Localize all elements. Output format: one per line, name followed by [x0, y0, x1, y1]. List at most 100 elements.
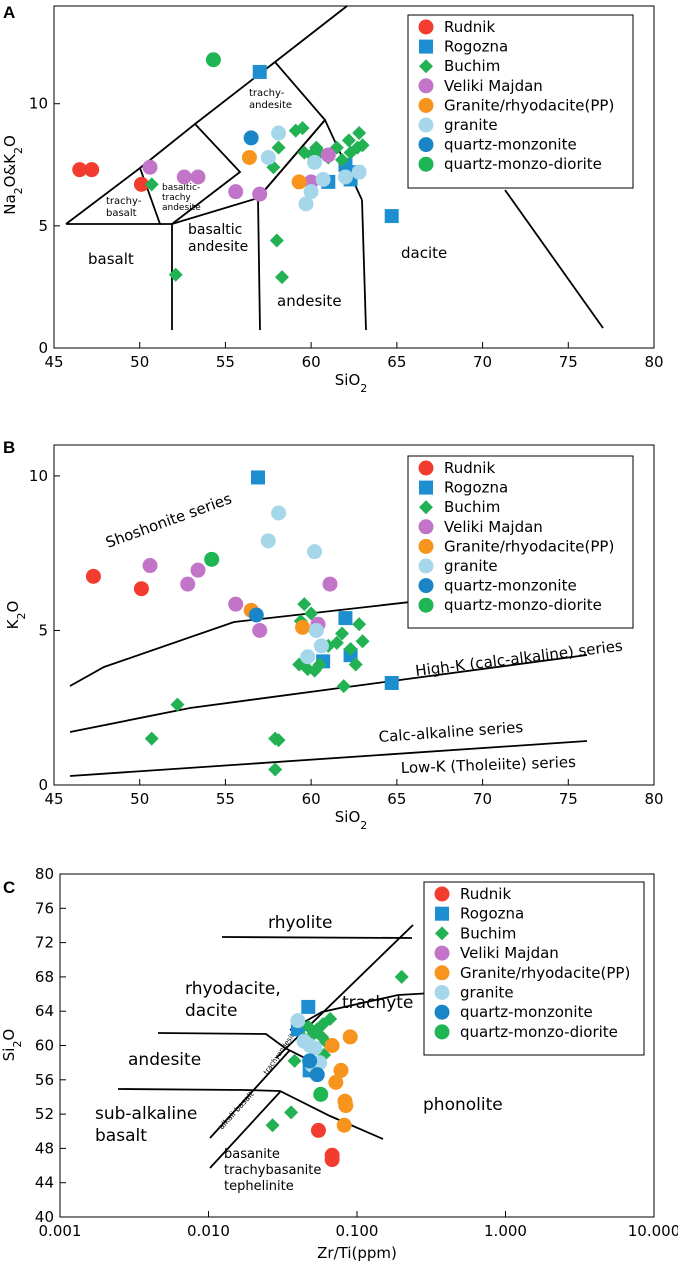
point-buchim: [341, 133, 356, 148]
point-veliki-majdan: [322, 576, 338, 592]
x-tick-label: 10.000: [628, 1222, 678, 1240]
panel-c-boundary: [221, 936, 413, 939]
point-quartz-monzonite: [248, 607, 264, 623]
y-tick-label: 0: [38, 776, 48, 794]
point-buchim: [271, 733, 286, 748]
field-basaltic-trachy-andesite-label: basaltic-trachy andesite: [162, 183, 201, 213]
panel-a-ylabel: Na2O&K2O: [1, 135, 25, 215]
point-granite: [307, 154, 323, 170]
x-tick-label: 65: [387, 790, 406, 808]
point-veliki-majdan: [228, 596, 244, 612]
field-rhyolite-label: rhyolite: [268, 913, 333, 933]
point-veliki-majdan: [252, 622, 268, 638]
point-rogozna: [384, 676, 399, 690]
legend-box: [407, 455, 634, 629]
y-tick-label: 48: [35, 1139, 54, 1157]
panel-c-boundary: [209, 1049, 291, 1139]
panel-b-xlabel: SiO2: [335, 808, 368, 832]
panel-c-zr-ti-chart: C 0.001 0.010 0.100 1.000 10.000 40 44 48 52 56 60…: [0, 865, 678, 1262]
point-granite-rhyodacite-pp: [333, 1062, 349, 1078]
point-rudnik: [72, 162, 88, 178]
point-granite: [300, 649, 316, 665]
y-tick-label: 10: [29, 95, 48, 113]
legend-marker-rudnik: [418, 19, 434, 35]
point-rudnik: [324, 1152, 340, 1168]
point-buchim: [271, 140, 286, 155]
point-buchim: [287, 1053, 302, 1068]
legend-label-quartz-monzonite: quartz-monzonite: [460, 1003, 593, 1021]
field-trachybasalt-label: trachy-basalt: [106, 196, 142, 219]
point-buchim: [168, 267, 183, 282]
point-granite: [315, 171, 331, 187]
point-granite-rhyodacite-pp: [328, 1074, 344, 1090]
legend-label-quartz-monzonite: quartz-monzonite: [444, 136, 577, 154]
legend-label-granite-rhyodacite-pp: Granite/rhyodacite(PP): [460, 964, 630, 982]
field-high-k-label: High-K (calc-alkaline) series: [414, 637, 624, 680]
legend-label-buchim: Buchim: [444, 498, 500, 516]
field-calc-alkaline-label: Calc-alkaline series: [378, 718, 524, 746]
legend-marker-rogozna: [435, 906, 449, 921]
panel-c-letter: C: [3, 878, 15, 897]
y-tick-label: 0: [38, 339, 48, 357]
legend-label-quartz-monzonite: quartz-monzonite: [444, 577, 577, 595]
x-tick-label: 80: [644, 353, 663, 371]
x-tick-label: 80: [644, 790, 663, 808]
point-quartz-monzo-diorite: [204, 551, 220, 567]
legend-label-veliki-majdan: Veliki Majdan: [444, 518, 543, 536]
point-quartz-monzo-diorite: [313, 1086, 329, 1102]
point-granite: [303, 184, 319, 200]
panel-c-boundary: [209, 1091, 281, 1169]
panel-b-boundary: [69, 740, 588, 777]
y-tick-label: 44: [35, 1174, 54, 1192]
point-granite: [260, 149, 276, 165]
x-tick-label: 75: [559, 353, 578, 371]
point-buchim: [314, 1029, 329, 1044]
point-granite: [271, 505, 287, 521]
legend-label-rogozna: Rogozna: [460, 905, 524, 923]
legend-label-granite-rhyodacite-pp: Granite/rhyodacite(PP): [444, 537, 614, 555]
point-buchim: [144, 731, 159, 746]
legend-marker-rogozna: [419, 480, 433, 495]
legend-marker-buchim: [419, 500, 433, 515]
legend-marker-quartz-monzonite: [434, 1004, 450, 1020]
legend-marker-buchim: [419, 59, 433, 74]
panel-b-k2o-chart: B 45 50 55 60 65 70 75 80 0 5 10 Shoshonite series…: [3, 438, 664, 832]
field-andesite-label: andesite: [277, 292, 342, 310]
point-veliki-majdan: [190, 562, 206, 578]
legend-marker-rudnik: [434, 886, 450, 902]
panel-a-boundary: [361, 199, 367, 331]
point-buchim: [144, 177, 159, 192]
y-tick-label: 72: [35, 934, 54, 952]
x-tick-label: 0.100: [336, 1222, 379, 1240]
point-granite-rhyodacite-pp: [241, 149, 257, 165]
panel-c-points: [265, 969, 409, 1168]
field-trachyte-label: trachyte: [342, 993, 413, 1013]
panel-b-ticks: 45 50 55 60 65 70 75 80 0 5 10: [29, 467, 664, 808]
field-shoshonite-label: Shoshonite series: [103, 489, 234, 551]
x-tick-label: 55: [216, 353, 235, 371]
x-tick-label: 60: [302, 353, 321, 371]
legend-marker-quartz-monzo-diorite: [418, 597, 434, 613]
legend-label-rogozna: Rogozna: [444, 479, 508, 497]
x-tick-label: 60: [302, 790, 321, 808]
point-quartz-monzo-diorite: [205, 52, 221, 68]
legend-marker-quartz-monzonite: [418, 578, 434, 594]
legend-label-rudnik: Rudnik: [444, 18, 495, 36]
panel-b-series-boundaries: [69, 593, 588, 777]
legend-marker-rudnik: [418, 460, 434, 476]
panel-a-points: [72, 52, 399, 285]
point-granite: [308, 622, 324, 638]
panel-b-points: [85, 470, 456, 777]
point-granite: [307, 1040, 323, 1056]
panel-a-boundary: [274, 5, 348, 63]
x-tick-label: 70: [473, 790, 492, 808]
field-sub-alkaline-basalt-label: sub-alkaline basalt: [95, 1104, 197, 1146]
point-granite: [351, 164, 367, 180]
point-buchim: [170, 697, 185, 712]
field-basaltic-andesite-label: basaltic andesite: [188, 222, 248, 255]
legend-marker-quartz-monzo-diorite: [418, 156, 434, 172]
point-buchim: [307, 663, 322, 678]
point-granite: [337, 169, 353, 185]
point-veliki-majdan: [190, 169, 206, 185]
